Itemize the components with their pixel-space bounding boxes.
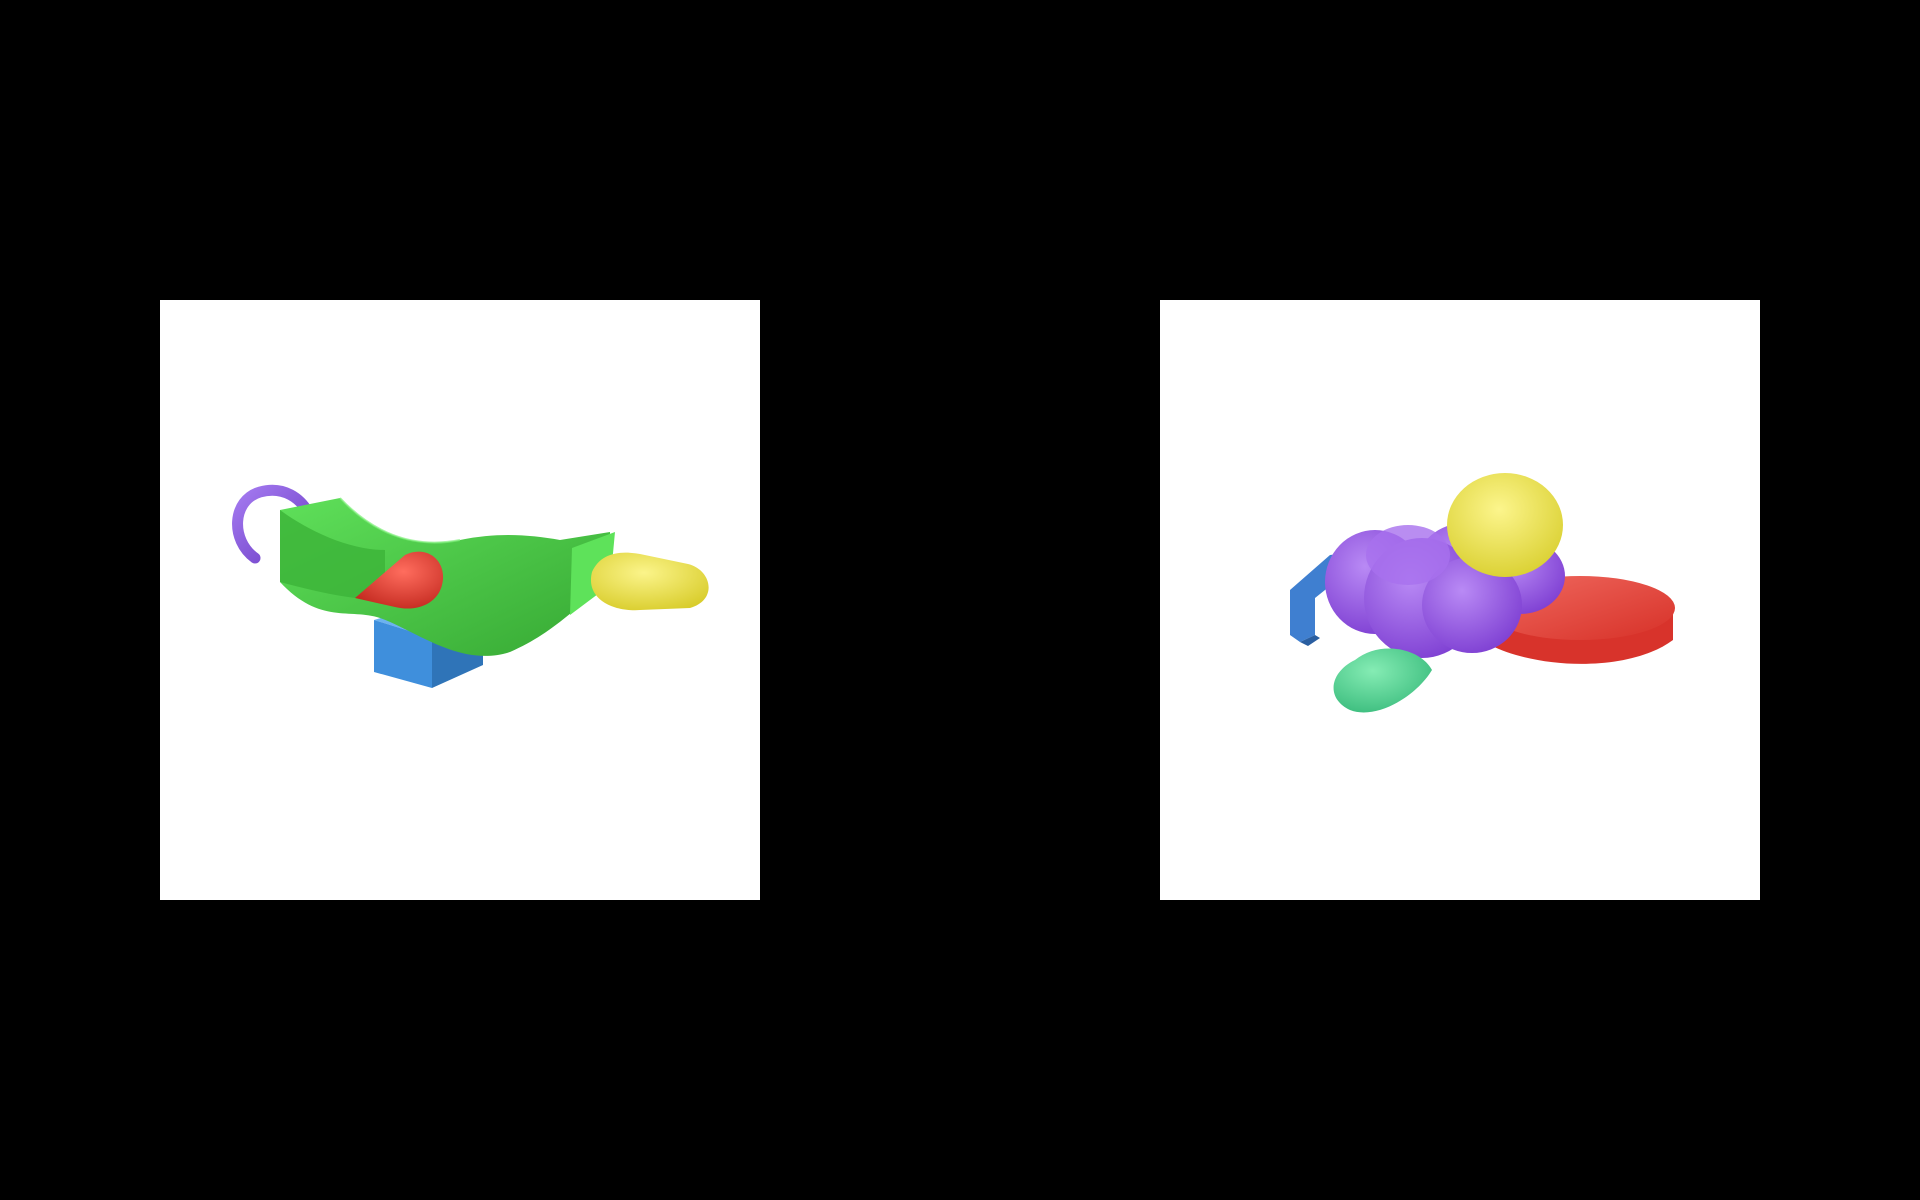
- left-scene: [232, 484, 709, 688]
- yellow-egg: [1447, 473, 1563, 577]
- right-render-panel: [1160, 300, 1760, 900]
- red-cone: [355, 551, 444, 609]
- left-render-panel: [160, 300, 760, 900]
- right-scene: [1290, 473, 1675, 713]
- yellow-capsule: [590, 552, 709, 611]
- green-leaf: [1333, 648, 1432, 713]
- green-wavy-sheet: [280, 497, 615, 656]
- purple-hook: [232, 484, 318, 564]
